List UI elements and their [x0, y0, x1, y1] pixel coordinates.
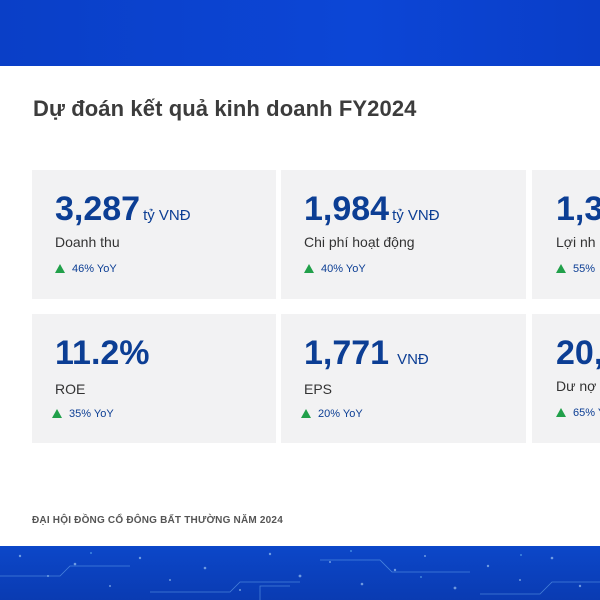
bottom-banner — [0, 546, 600, 600]
kpi-card-outstanding-loans: 20, Dư nợ 65% Y — [532, 314, 600, 443]
trend-up-icon — [556, 408, 566, 417]
kpi-value: 1,771 — [304, 334, 390, 372]
kpi-value: 1,3 — [556, 190, 600, 228]
kpi-unit: tỷ VNĐ — [392, 207, 440, 224]
circuit-pattern-graphic — [0, 550, 600, 600]
trend-up-icon — [556, 264, 566, 273]
trend-up-icon — [55, 264, 65, 273]
kpi-change: 46% YoY — [55, 263, 117, 275]
kpi-card-operating-cost: 1,984 tỷ VNĐ Chi phí hoạt động 40% YoY — [281, 170, 526, 299]
kpi-card-roe: 11.2% ROE 35% YoY — [32, 314, 276, 443]
trend-up-icon — [52, 409, 62, 418]
kpi-value: 3,287 — [55, 190, 141, 228]
kpi-card-eps: 1,771 VNĐ EPS 20% YoY — [281, 314, 526, 443]
kpi-label: Lợi nh — [556, 234, 596, 250]
kpi-label: Doanh thu — [55, 234, 120, 250]
kpi-label: Chi phí hoạt động — [304, 234, 415, 250]
kpi-unit: VNĐ — [397, 351, 429, 368]
kpi-card-revenue: 3,287 tỷ VNĐ Doanh thu 46% YoY — [32, 170, 276, 299]
kpi-value: 20, — [556, 334, 600, 372]
trend-up-icon — [304, 264, 314, 273]
kpi-change: 20% YoY — [301, 408, 363, 420]
kpi-card-profit: 1,3 Lợi nh 55% — [532, 170, 600, 299]
top-banner — [0, 0, 600, 66]
kpi-value: 11.2% — [55, 334, 150, 372]
kpi-label: EPS — [304, 381, 333, 397]
kpi-change: 55% — [556, 263, 595, 275]
kpi-label: ROE — [55, 381, 86, 397]
footer-event-name: ĐẠI HỘI ĐỒNG CỔ ĐÔNG BẤT THƯỜNG NĂM 2024 — [32, 515, 283, 526]
kpi-change: 35% YoY — [52, 408, 114, 420]
kpi-change: 65% Y — [556, 407, 600, 419]
kpi-change: 40% YoY — [304, 263, 366, 275]
kpi-label: Dư nợ — [556, 378, 597, 394]
slide-title: Dự đoán kết quả kinh doanh FY2024 — [33, 96, 417, 121]
kpi-value: 1,984 — [304, 190, 390, 228]
trend-up-icon — [301, 409, 311, 418]
kpi-unit: tỷ VNĐ — [143, 207, 191, 224]
